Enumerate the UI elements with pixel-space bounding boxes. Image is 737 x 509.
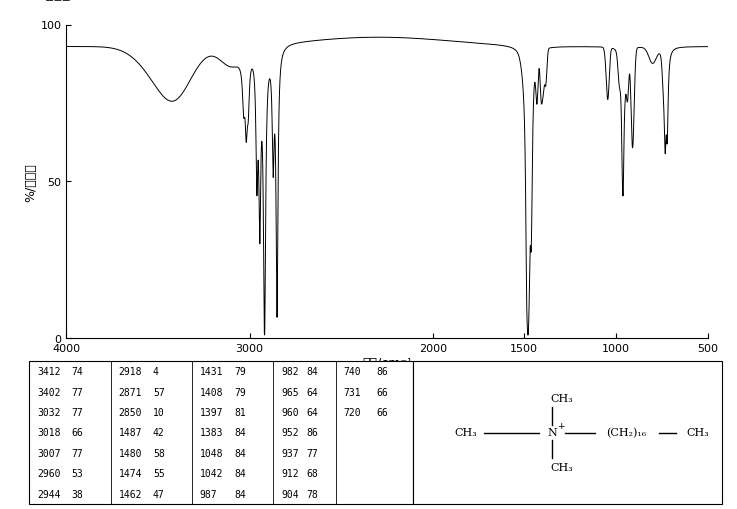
Text: 965: 965 [281,387,298,397]
Text: 982: 982 [281,366,298,377]
Text: 3412: 3412 [37,366,60,377]
Text: 937: 937 [281,448,298,458]
Y-axis label: %/透过率: %/透过率 [25,163,38,201]
Text: 86: 86 [306,428,318,438]
Text: 84: 84 [234,468,246,478]
Text: 1383: 1383 [200,428,223,438]
Text: 3007: 3007 [37,448,60,458]
Text: 2871: 2871 [119,387,142,397]
Text: 84: 84 [234,428,246,438]
Text: 1042: 1042 [200,468,223,478]
Text: 66: 66 [376,387,388,397]
Text: 64: 64 [306,407,318,417]
Text: 1474: 1474 [119,468,142,478]
Text: CH₃: CH₃ [686,428,709,438]
Text: 1397: 1397 [200,407,223,417]
Text: 1487: 1487 [119,428,142,438]
Text: 64: 64 [306,387,318,397]
Text: 2944: 2944 [37,489,60,499]
Text: N: N [547,428,557,438]
Text: 66: 66 [376,407,388,417]
Text: 1462: 1462 [119,489,142,499]
Text: 740: 740 [343,366,361,377]
Text: 86: 86 [376,366,388,377]
Text: 3402: 3402 [37,387,60,397]
Text: 66: 66 [71,428,83,438]
Text: 10: 10 [153,407,165,417]
Text: 1048: 1048 [200,448,223,458]
Text: 38: 38 [71,489,83,499]
Bar [413,361,722,504]
Text: 3032: 3032 [37,407,60,417]
Text: 960: 960 [281,407,298,417]
Text: 77: 77 [71,448,83,458]
Text: CH₃: CH₃ [550,393,573,403]
Text: CH₃: CH₃ [550,462,573,472]
Text: CH₃: CH₃ [454,428,477,438]
Text: 57: 57 [153,387,165,397]
Text: 79: 79 [234,387,246,397]
Text: 720: 720 [343,407,361,417]
Text: 78: 78 [306,489,318,499]
Text: 912: 912 [281,468,298,478]
Text: 2918: 2918 [119,366,142,377]
Text: 77: 77 [306,448,318,458]
Text: 1480: 1480 [119,448,142,458]
Text: 1431: 1431 [200,366,223,377]
Text: 77: 77 [71,407,83,417]
X-axis label: 波数/cm⁻¹: 波数/cm⁻¹ [362,356,412,369]
Text: 731: 731 [343,387,361,397]
Text: 77: 77 [71,387,83,397]
Text: 84: 84 [234,448,246,458]
Text: 84: 84 [306,366,318,377]
Text: 2960: 2960 [37,468,60,478]
Text: 55: 55 [153,468,165,478]
Text: 68: 68 [306,468,318,478]
Text: 1408: 1408 [200,387,223,397]
Text: 2850: 2850 [119,407,142,417]
Text: (CH₂)₁₆: (CH₂)₁₆ [606,428,646,438]
Text: 952: 952 [281,428,298,438]
Text: +: + [557,421,565,430]
Text: 81: 81 [234,407,246,417]
Text: 42: 42 [153,428,165,438]
Text: 58: 58 [153,448,165,458]
Text: 904: 904 [281,489,298,499]
Text: 987: 987 [200,489,217,499]
Text: 53: 53 [71,468,83,478]
Text: 3018: 3018 [37,428,60,438]
Text: 74: 74 [71,366,83,377]
Text: 84: 84 [234,489,246,499]
Text: 47: 47 [153,489,165,499]
Text: 79: 79 [234,366,246,377]
Text: 4: 4 [153,366,159,377]
